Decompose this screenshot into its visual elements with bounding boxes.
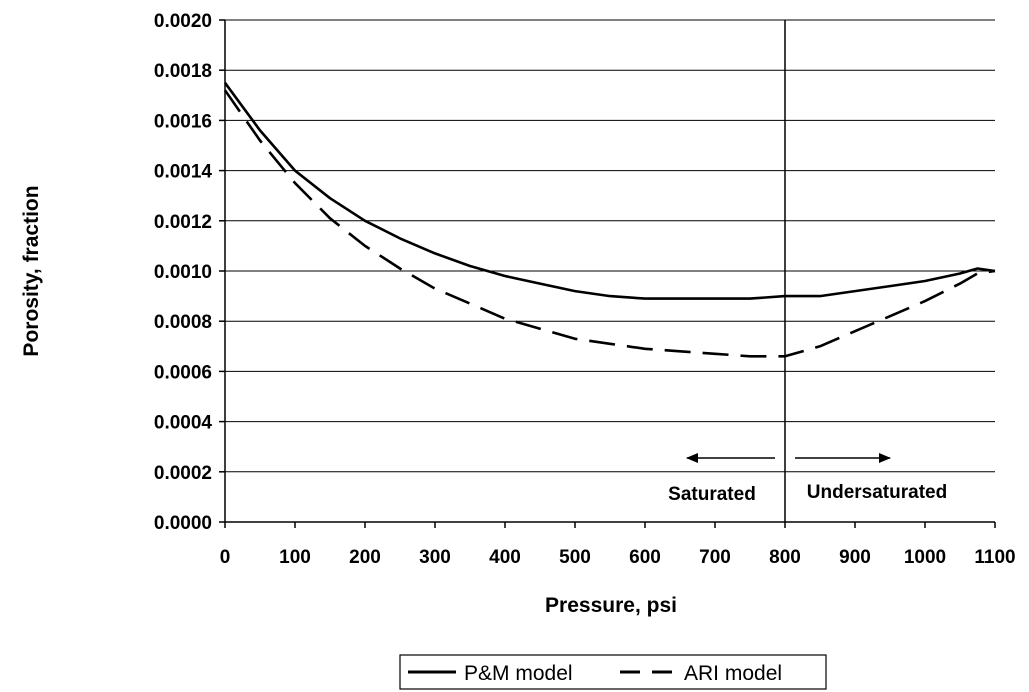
x-tick-label: 100: [279, 547, 311, 568]
undersaturated-label: Undersaturated: [807, 482, 947, 503]
y-tick-label: 0.0006: [154, 362, 212, 383]
y-tick-label: 0.0008: [154, 312, 212, 333]
saturated-label: Saturated: [668, 484, 756, 505]
x-tick-label: 1000: [904, 547, 946, 568]
series-line-ari-model: [223, 89, 996, 358]
x-axis-title: Pressure, psi: [545, 594, 677, 617]
y-tick-label: 0.0000: [154, 513, 212, 534]
x-tick-label: 1100: [974, 547, 1015, 568]
x-tick-label: 400: [489, 547, 521, 568]
legend: P&M model ARI model: [399, 654, 827, 690]
x-tick-label: 500: [559, 547, 591, 568]
series-line-pm-model: [223, 82, 996, 300]
legend-label-ari: ARI model: [684, 662, 782, 685]
y-tick-label: 0.0012: [154, 212, 212, 233]
x-tick-label: 0: [220, 547, 231, 568]
gridlines: [219, 19, 995, 523]
y-tick-labels: 0.0000 0.0002 0.0004 0.0006 0.0008 0.0010 0.00…: [154, 11, 213, 534]
legend-label-pm: P&M model: [464, 662, 573, 685]
x-tick-labels: 0 100 200 300 400 500 600 700 800 900 1000 1100: [220, 522, 1016, 568]
x-tick-label: 900: [839, 547, 871, 568]
y-tick-label: 0.0004: [154, 413, 213, 434]
y-axis-title: Porosity, fraction: [20, 185, 43, 356]
x-tick-label: 300: [419, 547, 451, 568]
y-tick-label: 0.0002: [154, 463, 212, 484]
x-tick-label: 700: [699, 547, 731, 568]
x-tick-label: 200: [349, 547, 381, 568]
legend-box: [399, 654, 827, 690]
series-layer: [223, 82, 996, 358]
y-tick-label: 0.0016: [154, 111, 212, 132]
y-tick-label: 0.0020: [154, 11, 212, 32]
y-tick-label: 0.0018: [154, 61, 212, 82]
x-tick-label: 600: [629, 547, 661, 568]
x-tick-label: 800: [769, 547, 801, 568]
y-tick-label: 0.0010: [154, 262, 212, 283]
y-tick-label: 0.0014: [154, 162, 213, 183]
